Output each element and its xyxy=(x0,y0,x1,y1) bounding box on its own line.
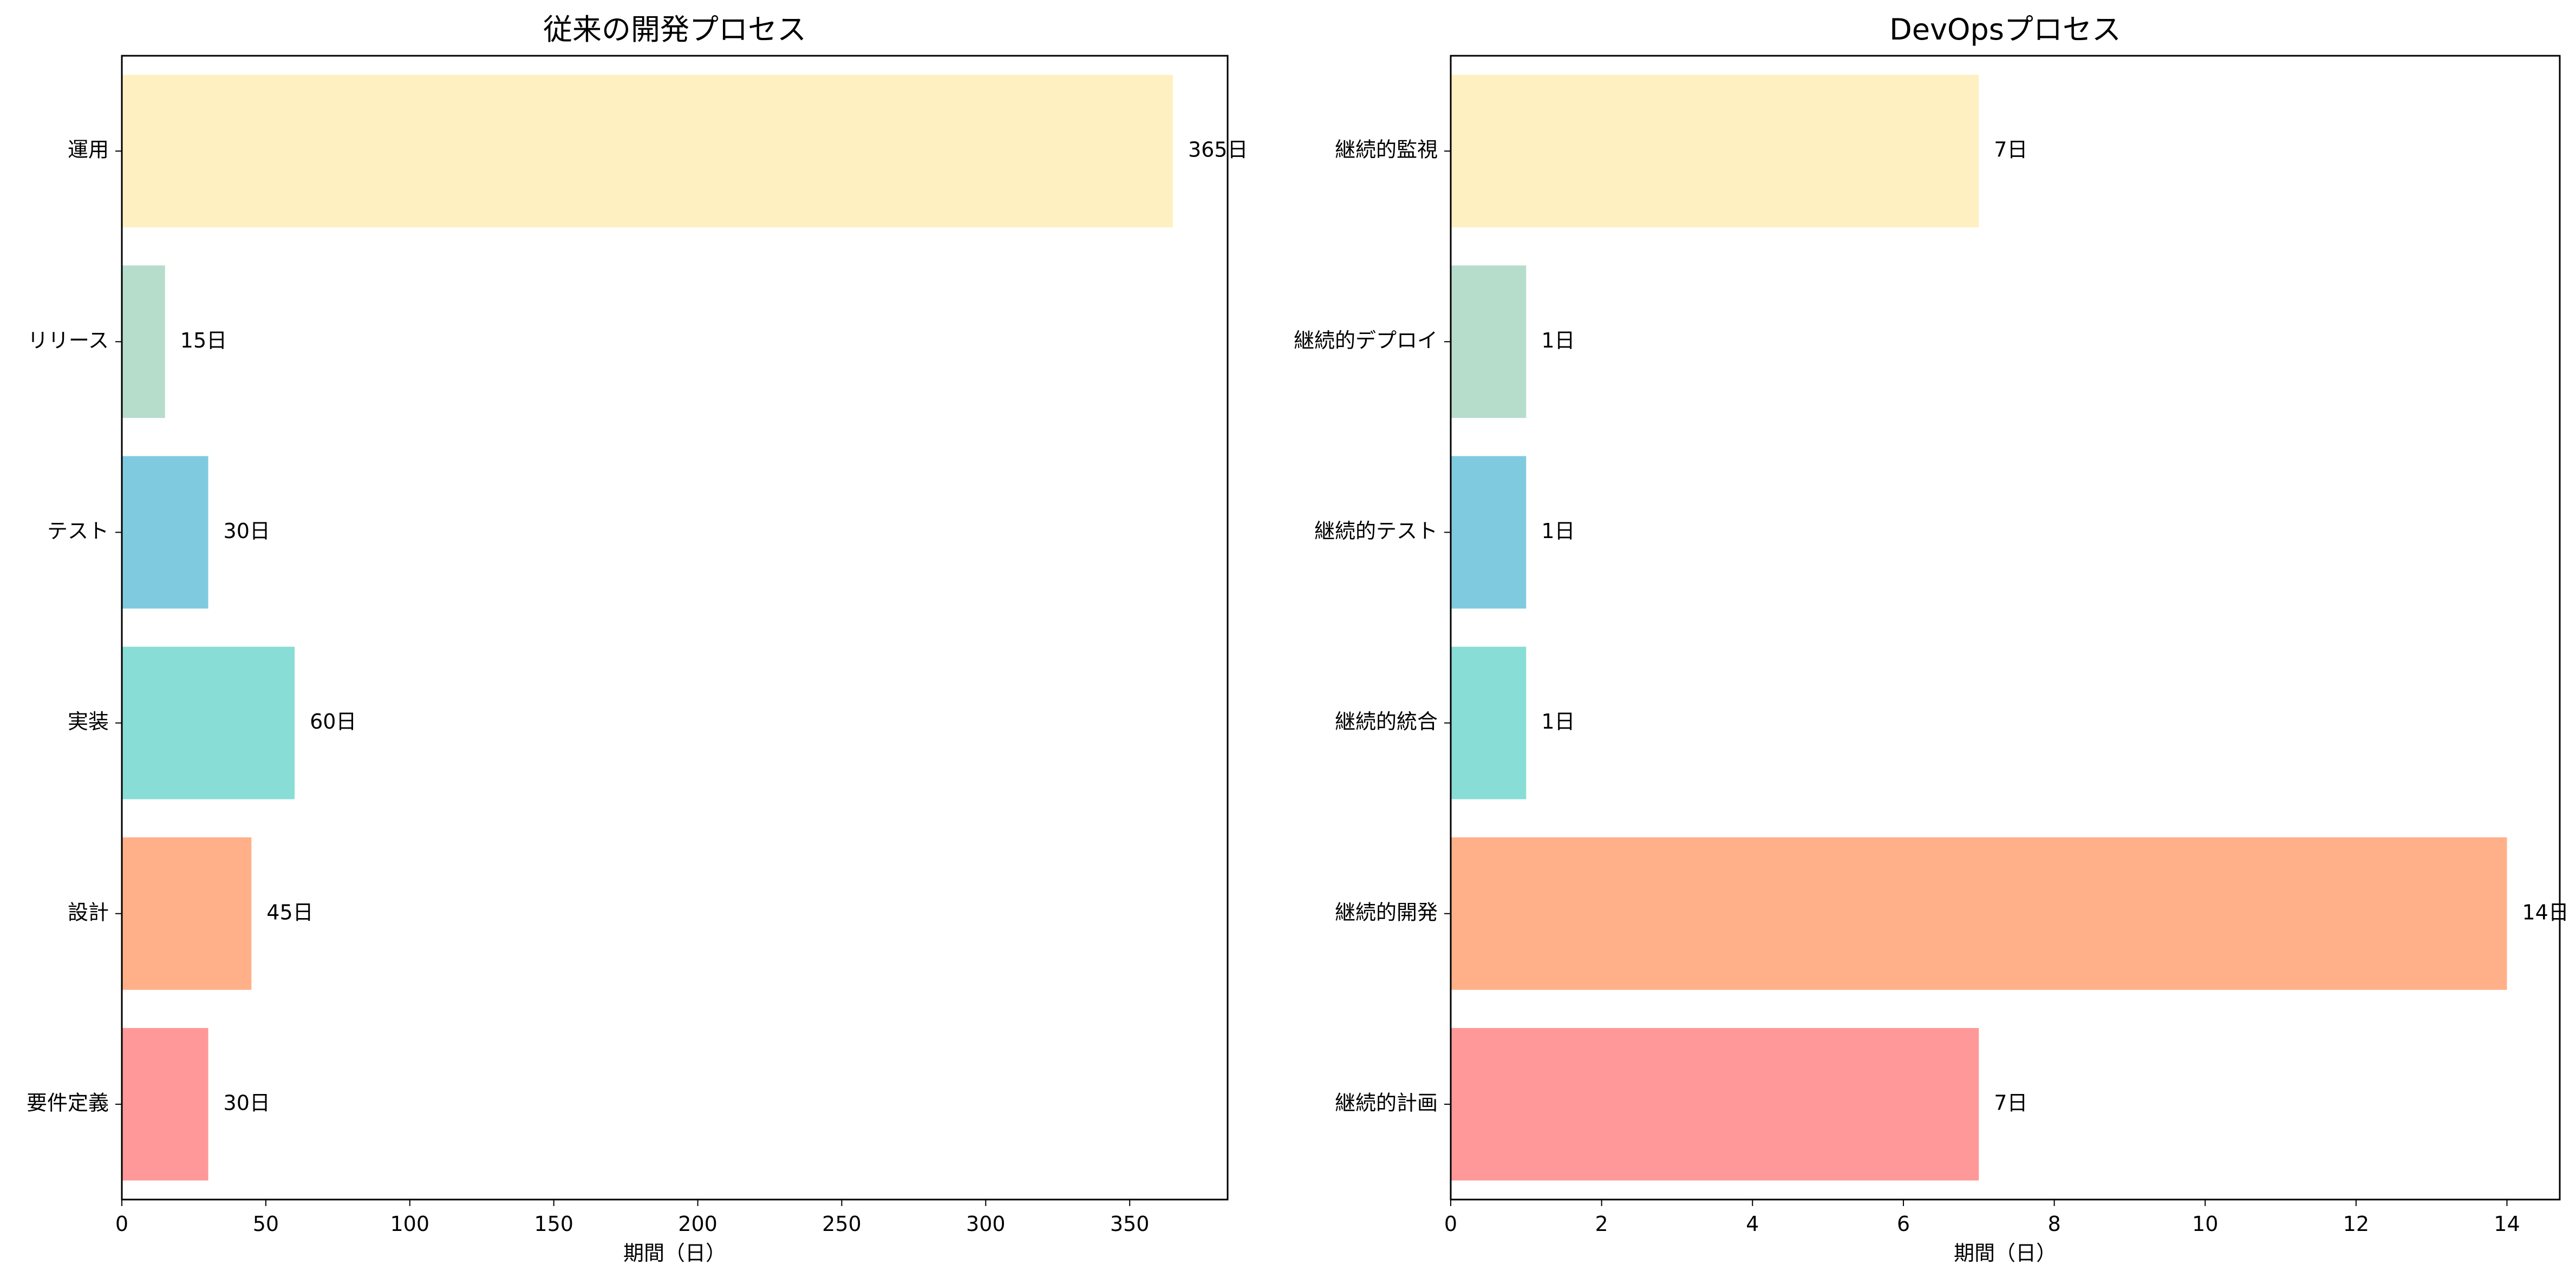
bar-value-label: 14日 xyxy=(2522,900,2568,924)
bar-value-label: 45日 xyxy=(266,900,313,924)
bar-value-label: 365日 xyxy=(1188,138,1248,162)
x-tick-label: 0 xyxy=(1444,1212,1457,1236)
x-tick-label: 12 xyxy=(2343,1212,2369,1236)
chart-devops-process: DevOpsプロセス 期間（日） 7日継続的計画14日継続的開発1日継続的統合1… xyxy=(1294,12,2569,1265)
y-tick-label: 継続的統合 xyxy=(1335,710,1438,733)
x-tick-label: 4 xyxy=(1746,1212,1759,1236)
x-tick-label: 10 xyxy=(2192,1212,2218,1236)
bar-value-label: 7日 xyxy=(1994,138,2027,162)
y-tick-label: 実装 xyxy=(68,710,109,733)
bar xyxy=(1451,1028,1979,1181)
x-axis-label: 期間（日） xyxy=(1954,1241,2057,1265)
bar-value-label: 30日 xyxy=(224,519,270,543)
x-tick-label: 0 xyxy=(115,1212,128,1236)
y-tick-label: 継続的テスト xyxy=(1314,519,1438,543)
chart-title: DevOpsプロセス xyxy=(1889,12,2121,47)
y-tick-label: 継続的監視 xyxy=(1335,138,1438,162)
bar-value-label: 1日 xyxy=(1541,710,1575,733)
x-tick-label: 6 xyxy=(1897,1212,1910,1236)
x-tick-label: 100 xyxy=(390,1212,430,1236)
y-tick-label: テスト xyxy=(47,519,109,543)
plot-frame xyxy=(1450,55,2561,1201)
bar-value-label: 30日 xyxy=(224,1091,270,1115)
x-tick-label: 300 xyxy=(966,1212,1006,1236)
x-tick-label: 50 xyxy=(253,1212,279,1236)
x-axis-label: 期間（日） xyxy=(623,1241,726,1265)
bar xyxy=(122,456,208,609)
x-tick-label: 200 xyxy=(678,1212,718,1236)
bar xyxy=(122,75,1173,227)
chart-traditional-process: 従来の開発プロセス 期間（日） 30日要件定義45日設計60日実装30日テスト1… xyxy=(27,12,1248,1265)
x-tick-label: 350 xyxy=(1110,1212,1150,1236)
chart-title: 従来の開発プロセス xyxy=(543,12,806,47)
x-tick-label: 14 xyxy=(2494,1212,2520,1236)
bar-value-label: 15日 xyxy=(180,329,227,352)
y-tick-label: 設計 xyxy=(68,900,109,924)
bar xyxy=(1451,265,1527,418)
y-tick-label: 運用 xyxy=(68,138,109,162)
x-tick-label: 250 xyxy=(822,1212,862,1236)
bar xyxy=(1451,456,1527,609)
bar-value-label: 7日 xyxy=(1994,1091,2027,1115)
x-tick-label: 2 xyxy=(1595,1212,1608,1236)
y-tick-label: リリース xyxy=(28,329,109,352)
bar-value-label: 1日 xyxy=(1541,329,1575,352)
y-tick-label: 継続的計画 xyxy=(1335,1091,1438,1115)
x-tick-label: 150 xyxy=(534,1212,573,1236)
bar xyxy=(122,265,165,418)
bar-value-label: 1日 xyxy=(1541,519,1575,543)
bar xyxy=(122,837,252,990)
y-tick-label: 継続的開発 xyxy=(1335,900,1438,924)
x-tick-label: 8 xyxy=(2047,1212,2060,1236)
bar xyxy=(1451,646,1527,800)
y-tick-label: 要件定義 xyxy=(27,1091,109,1115)
plot-frame xyxy=(121,55,1229,1201)
bar xyxy=(122,646,295,800)
bar xyxy=(1451,75,1979,227)
bar xyxy=(1451,837,2507,990)
y-tick-label: 継続的デプロイ xyxy=(1294,329,1438,352)
bar xyxy=(122,1028,208,1181)
bar-value-label: 60日 xyxy=(310,710,356,733)
